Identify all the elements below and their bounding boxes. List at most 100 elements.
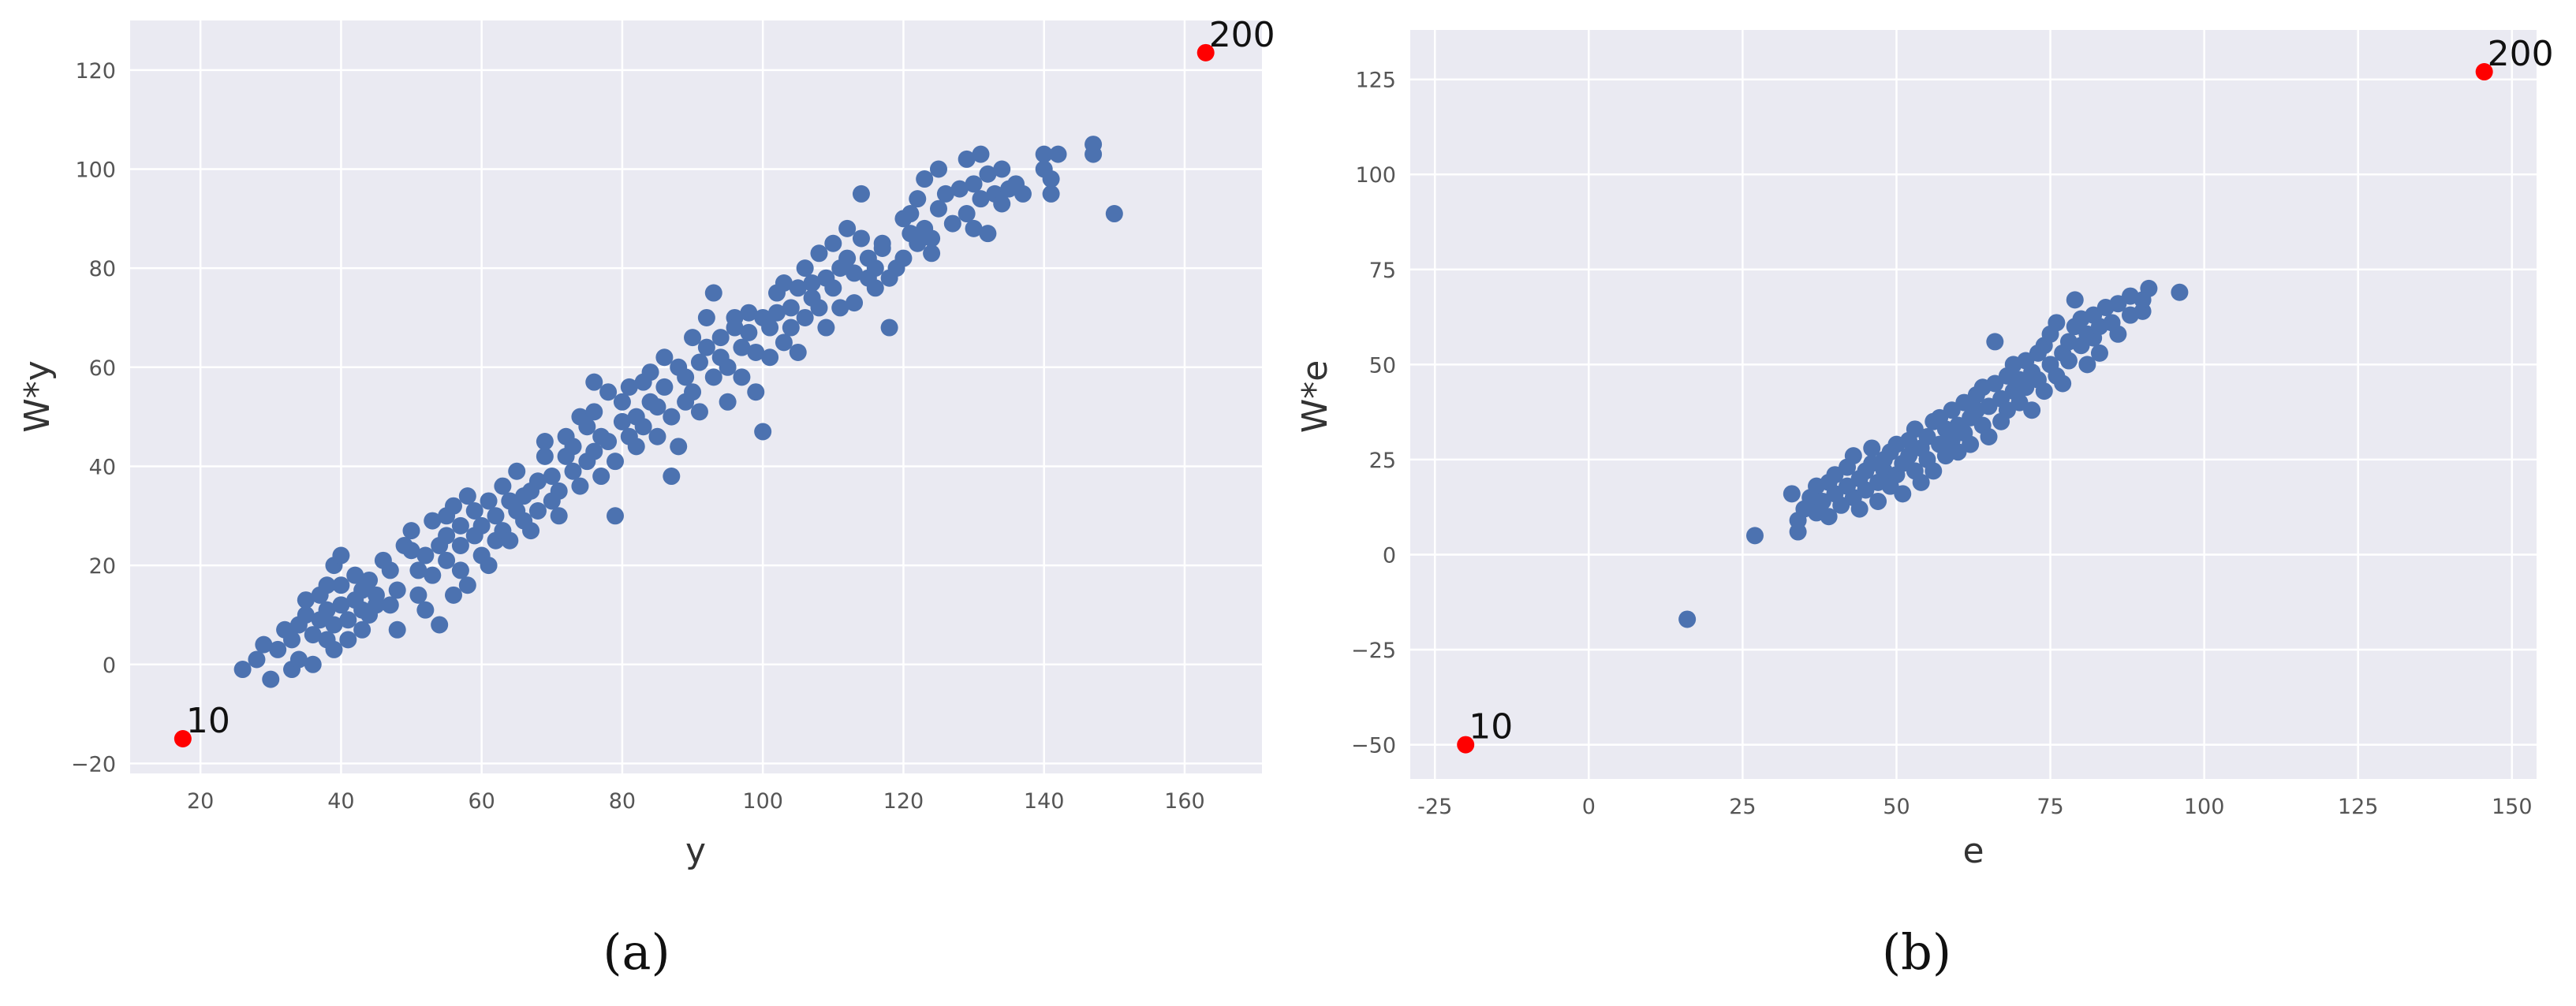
- data-point: [620, 378, 638, 396]
- y-tick-label: −50: [1351, 734, 1396, 758]
- highlight-label: 200: [1209, 15, 1275, 55]
- data-point: [993, 195, 1011, 213]
- grid-a: [130, 20, 1262, 773]
- x-tick-label: 0: [1582, 795, 1596, 819]
- data-point: [866, 259, 884, 278]
- data-point: [613, 412, 631, 430]
- x-axis-label-a: y: [685, 831, 706, 871]
- y-tick-label: 0: [103, 654, 116, 678]
- data-point: [402, 522, 420, 540]
- data-point: [381, 596, 399, 614]
- data-point: [972, 190, 990, 208]
- y-axis-label-a: W*y: [17, 360, 58, 433]
- data-point: [775, 274, 793, 292]
- data-point: [824, 234, 842, 252]
- data-point: [704, 284, 722, 302]
- data-point: [733, 368, 751, 386]
- data-point: [663, 468, 681, 486]
- data-point: [648, 398, 666, 416]
- grid-b: [1410, 30, 2537, 779]
- y-tick-label: 75: [1369, 259, 1396, 283]
- data-point: [1085, 136, 1103, 154]
- data-point: [262, 670, 280, 688]
- y-tick-label: 100: [1355, 163, 1396, 188]
- data-point: [810, 244, 828, 263]
- data-point: [402, 542, 420, 560]
- data-point: [1869, 492, 1887, 510]
- data-point: [578, 418, 596, 436]
- data-point: [438, 527, 456, 545]
- data-point: [704, 368, 722, 386]
- data-point: [719, 393, 737, 411]
- data-point: [782, 299, 800, 317]
- highlight-label: 200: [2488, 34, 2554, 74]
- data-point: [1678, 610, 1697, 628]
- data-point: [838, 249, 857, 267]
- data-point: [1042, 184, 1060, 203]
- data-point: [866, 279, 884, 297]
- data-point: [943, 214, 961, 233]
- data-point: [1035, 145, 1053, 163]
- y-tick-label: −25: [1351, 639, 1396, 663]
- data-point: [782, 319, 800, 337]
- data-point: [564, 438, 582, 456]
- y-tick-label: −20: [71, 752, 116, 777]
- data-point: [318, 601, 336, 619]
- data-point: [571, 477, 589, 495]
- y-tick-label: 125: [1355, 69, 1396, 93]
- ticks-b: -25 0 25 50 75 100 125 150 −50 −25 0 25 50 75 100 125: [1351, 69, 2533, 819]
- data-point: [923, 229, 941, 248]
- data-point: [873, 234, 891, 252]
- data-point: [2140, 279, 2158, 297]
- data-point: [445, 586, 462, 604]
- highlight-point: [174, 730, 192, 748]
- data-point: [2054, 374, 2072, 393]
- data-point: [480, 492, 498, 510]
- data-point: [796, 259, 814, 278]
- data-point: [719, 358, 737, 376]
- data-point: [979, 225, 997, 243]
- data-point: [768, 304, 786, 322]
- data-point: [838, 219, 857, 237]
- data-point: [655, 378, 674, 396]
- x-tick-label: -25: [1417, 795, 1452, 819]
- highlights-a: 10 200: [174, 15, 1275, 748]
- data-point: [2171, 283, 2189, 301]
- data-point: [690, 403, 708, 421]
- data-point: [2090, 344, 2108, 362]
- data-point: [950, 180, 969, 198]
- data-point: [613, 393, 631, 411]
- highlight-point: [1457, 736, 1475, 754]
- y-axis-label-b: W*e: [1295, 360, 1335, 434]
- data-point: [1850, 500, 1869, 518]
- data-point: [297, 605, 315, 624]
- data-point: [663, 408, 681, 426]
- data-point: [2035, 382, 2053, 401]
- data-point: [388, 581, 406, 599]
- data-point: [1042, 170, 1060, 188]
- data-point: [416, 601, 435, 619]
- data-point: [789, 343, 807, 361]
- data-point: [409, 586, 427, 604]
- data-point: [332, 546, 350, 564]
- data-point: [711, 329, 730, 347]
- data-point: [2048, 314, 2066, 332]
- data-point: [2023, 401, 2041, 419]
- data-point: [930, 160, 947, 178]
- data-point: [747, 383, 765, 401]
- data-point: [697, 308, 715, 326]
- x-tick-label: 140: [1024, 789, 1065, 814]
- data-point: [269, 640, 287, 658]
- data-point: [346, 566, 364, 584]
- x-tick-label: 20: [187, 789, 214, 814]
- data-point: [599, 433, 618, 451]
- data-point: [585, 442, 603, 460]
- y-tick-label: 80: [89, 257, 116, 281]
- data-point: [592, 468, 610, 486]
- data-point: [690, 353, 708, 371]
- data-point: [424, 566, 442, 584]
- x-tick-label: 60: [468, 789, 495, 814]
- data-point: [1049, 145, 1067, 163]
- x-tick-label: 100: [742, 789, 783, 814]
- x-axis-label-b: e: [1962, 831, 1984, 871]
